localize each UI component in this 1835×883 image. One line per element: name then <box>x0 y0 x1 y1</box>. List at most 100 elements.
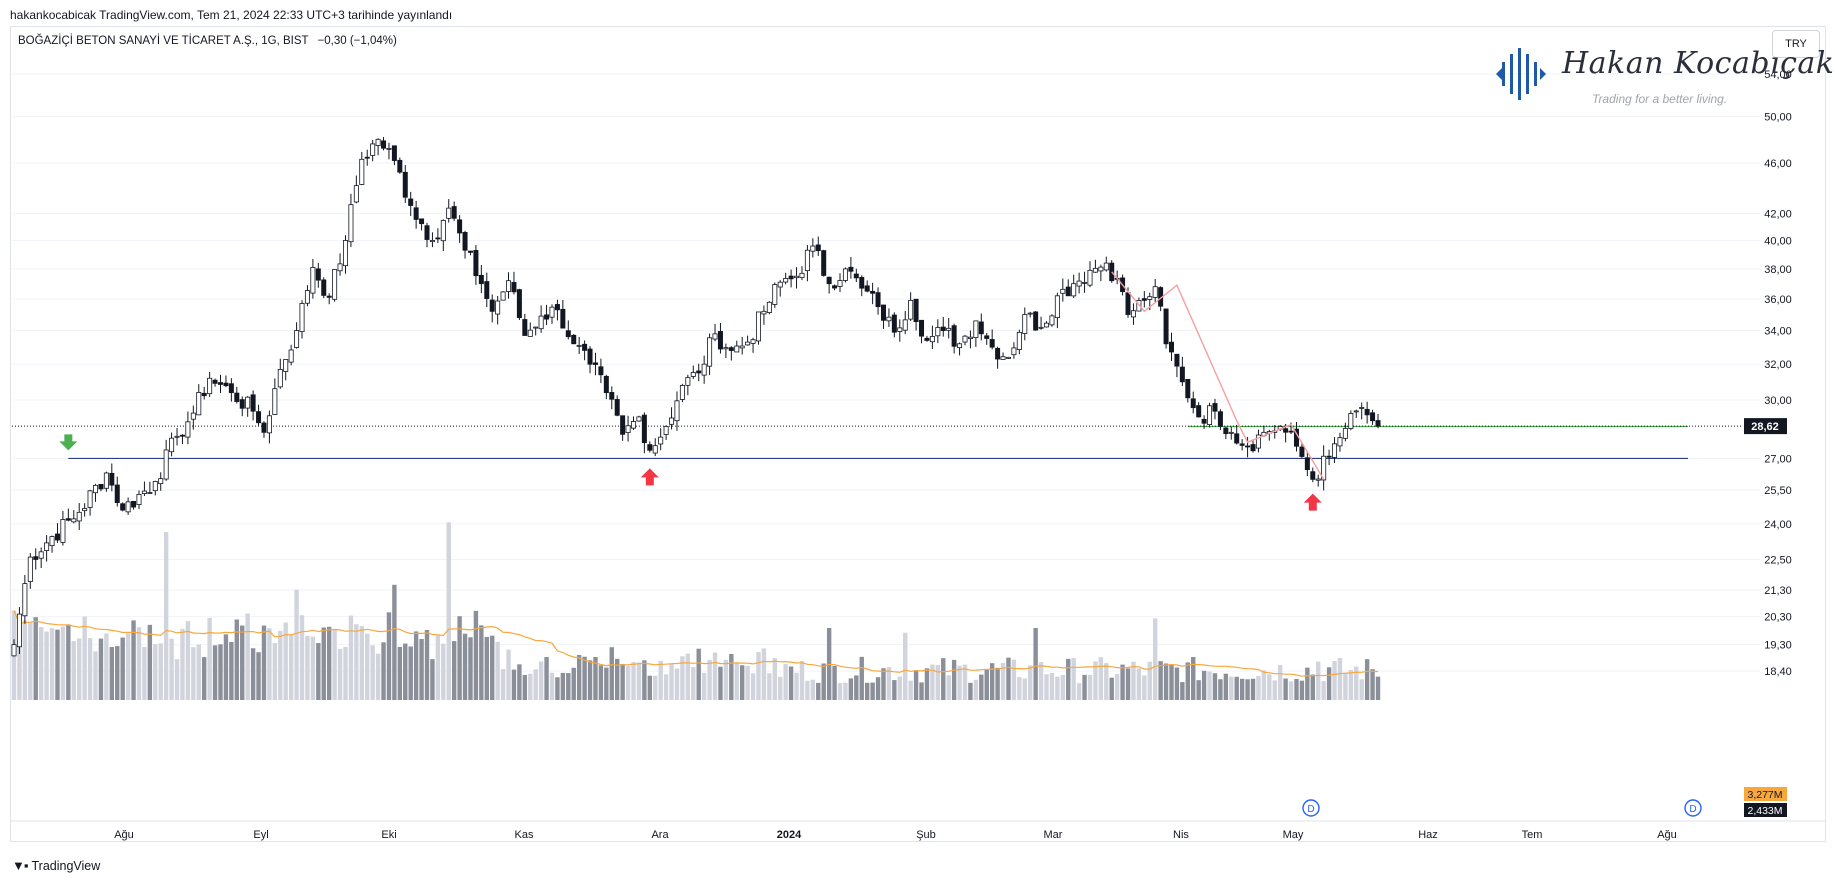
candle-body <box>93 484 99 494</box>
candle-body <box>272 388 278 415</box>
volume-bar <box>223 634 229 700</box>
price-tick-label: 24,00 <box>1764 519 1792 531</box>
candle-body <box>71 518 77 523</box>
volume-bar <box>1087 674 1093 700</box>
volume-bar <box>136 627 142 700</box>
volume-bar <box>321 627 326 700</box>
candle-body <box>294 330 300 348</box>
candle-body <box>310 267 316 294</box>
candle-body <box>1207 405 1213 425</box>
currency-button[interactable]: TRY <box>1772 30 1820 58</box>
volume-bar <box>653 675 658 700</box>
candle-body <box>848 266 854 272</box>
volume-bar <box>566 673 571 700</box>
volume-bar <box>859 656 864 700</box>
volume-bar <box>419 639 424 700</box>
candle-body <box>489 299 495 312</box>
candle-body <box>897 327 903 332</box>
symbol-legend[interactable]: BOĞAZİÇİ BETON SANAYİ VE TİCARET A.Ş., 1… <box>18 35 397 47</box>
volume-bar <box>837 682 843 700</box>
candle-body <box>625 425 631 433</box>
grid-layer <box>12 73 1760 672</box>
volume-bar <box>1283 678 1288 700</box>
volume-bar <box>908 680 913 700</box>
candle-body <box>1337 437 1343 447</box>
candle-body <box>984 335 990 339</box>
candle-body <box>1103 262 1109 271</box>
volume-bar <box>745 665 750 700</box>
candle-body <box>1375 420 1381 427</box>
candle-body <box>1359 407 1365 409</box>
price-tick-label: 50,00 <box>1764 112 1792 124</box>
volume-bar <box>473 610 479 700</box>
candle-body <box>967 336 973 339</box>
volume-bar <box>593 656 598 700</box>
candle-body <box>582 343 588 351</box>
candle-body <box>533 326 539 329</box>
volume-bar <box>685 653 691 700</box>
candle-body <box>114 484 120 504</box>
level-lines-layer <box>12 425 1742 460</box>
volume-bar <box>1201 670 1207 700</box>
volume-bar <box>386 612 392 700</box>
dividend-marker-icon <box>1684 799 1702 817</box>
price-tick-label: 22,50 <box>1764 555 1792 567</box>
candle-body <box>989 339 995 348</box>
volume-bar <box>1180 682 1185 700</box>
candle-body <box>734 345 740 353</box>
logo-chevron <box>1496 68 1502 80</box>
candle-body <box>620 415 626 435</box>
volume-bar <box>783 664 788 700</box>
candle-body <box>794 275 800 279</box>
volume-bar <box>370 645 375 700</box>
volume-bar <box>935 664 941 700</box>
candle-body <box>440 219 446 242</box>
volume-bar <box>1354 666 1359 700</box>
dividend-marker-icon <box>1302 799 1320 817</box>
candle-body <box>212 379 218 384</box>
candle-body <box>1283 428 1289 433</box>
volume-bar <box>1185 662 1191 700</box>
volume-bar <box>1038 662 1044 700</box>
volume-bar <box>1152 618 1158 700</box>
candle-body <box>1054 295 1060 319</box>
volume-bar <box>180 628 185 700</box>
time-tick-label: Kas <box>515 829 534 841</box>
volume-bar <box>1114 674 1120 700</box>
candle-body <box>669 417 675 425</box>
candle-body <box>506 280 512 292</box>
price-tick-label: 27,00 <box>1764 453 1792 465</box>
candle-body <box>348 204 354 243</box>
down-arrow-marker <box>59 434 78 451</box>
volume-bar <box>468 637 473 700</box>
candle-body <box>924 337 930 341</box>
volume-bar <box>381 642 386 700</box>
volume-bar <box>125 633 131 700</box>
candle-body <box>522 319 528 336</box>
candle-body <box>717 331 723 350</box>
candle-body <box>1179 366 1185 383</box>
volume-bar <box>816 682 821 700</box>
candle-body <box>169 437 175 453</box>
volume-bar <box>739 665 745 700</box>
candle-body <box>1098 266 1104 272</box>
candle-body <box>951 325 957 347</box>
candle-body <box>103 472 109 489</box>
volume-bar <box>658 660 663 700</box>
candle-body <box>1147 296 1153 300</box>
volume-bar <box>968 682 973 700</box>
volume-bar <box>734 662 739 700</box>
volume-bar <box>55 629 60 700</box>
candle-body <box>810 245 816 252</box>
volume-bar <box>897 676 902 700</box>
footer-brand[interactable]: ▼▪ TradingView <box>12 858 100 873</box>
volume-bar <box>435 635 441 700</box>
candle-body <box>598 366 604 376</box>
volume-bar <box>707 659 712 700</box>
candle-body <box>674 400 680 422</box>
volume-bar <box>1321 681 1326 700</box>
time-axis: Ağu Eyl Eki Kas Ara 2024 Şub Mar Nis May Haz Tem Ağu <box>10 820 1826 841</box>
candle-body <box>413 207 419 220</box>
candle-body <box>815 244 821 252</box>
